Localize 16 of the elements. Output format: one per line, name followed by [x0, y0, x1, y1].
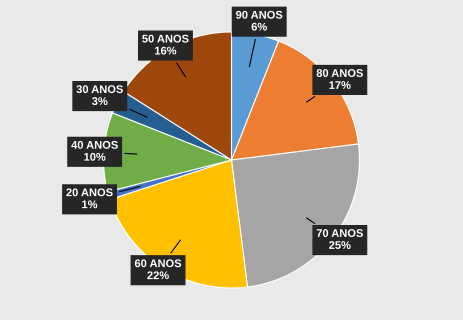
slice-label: 50 ANOS	[142, 34, 189, 43]
slice-label: 40 ANOS	[71, 140, 118, 149]
slice-label: 30 ANOS	[76, 85, 123, 94]
slice-label: 90 ANOS	[236, 10, 282, 19]
data-label: 16%	[155, 46, 176, 55]
slice-label: 80 ANOS	[316, 69, 363, 77]
data-label: 1%	[82, 200, 98, 208]
data-label: 6%	[252, 22, 267, 31]
data-label: 25%	[329, 241, 351, 249]
data-label: 22%	[147, 271, 169, 280]
data-label: 3%	[92, 97, 108, 106]
slice-label: 70 ANOS	[316, 229, 363, 238]
slice-label: 60 ANOS	[134, 259, 182, 268]
slice-label: 20 ANOS	[66, 188, 113, 196]
data-label: 17%	[329, 81, 351, 89]
data-label: 10%	[84, 152, 106, 161]
